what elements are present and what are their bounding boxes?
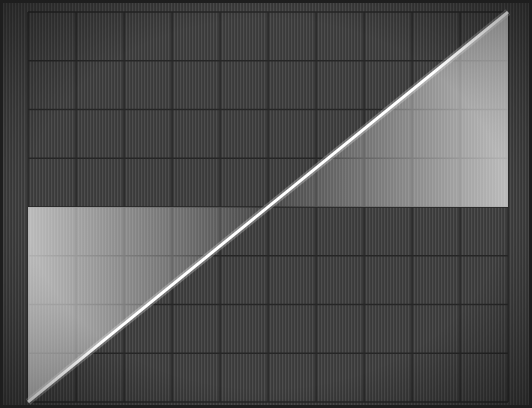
screen-vignette (0, 0, 532, 408)
screen-bezel (0, 0, 532, 408)
oscilloscope-screen (0, 0, 532, 408)
oscilloscope-plot (0, 0, 532, 408)
